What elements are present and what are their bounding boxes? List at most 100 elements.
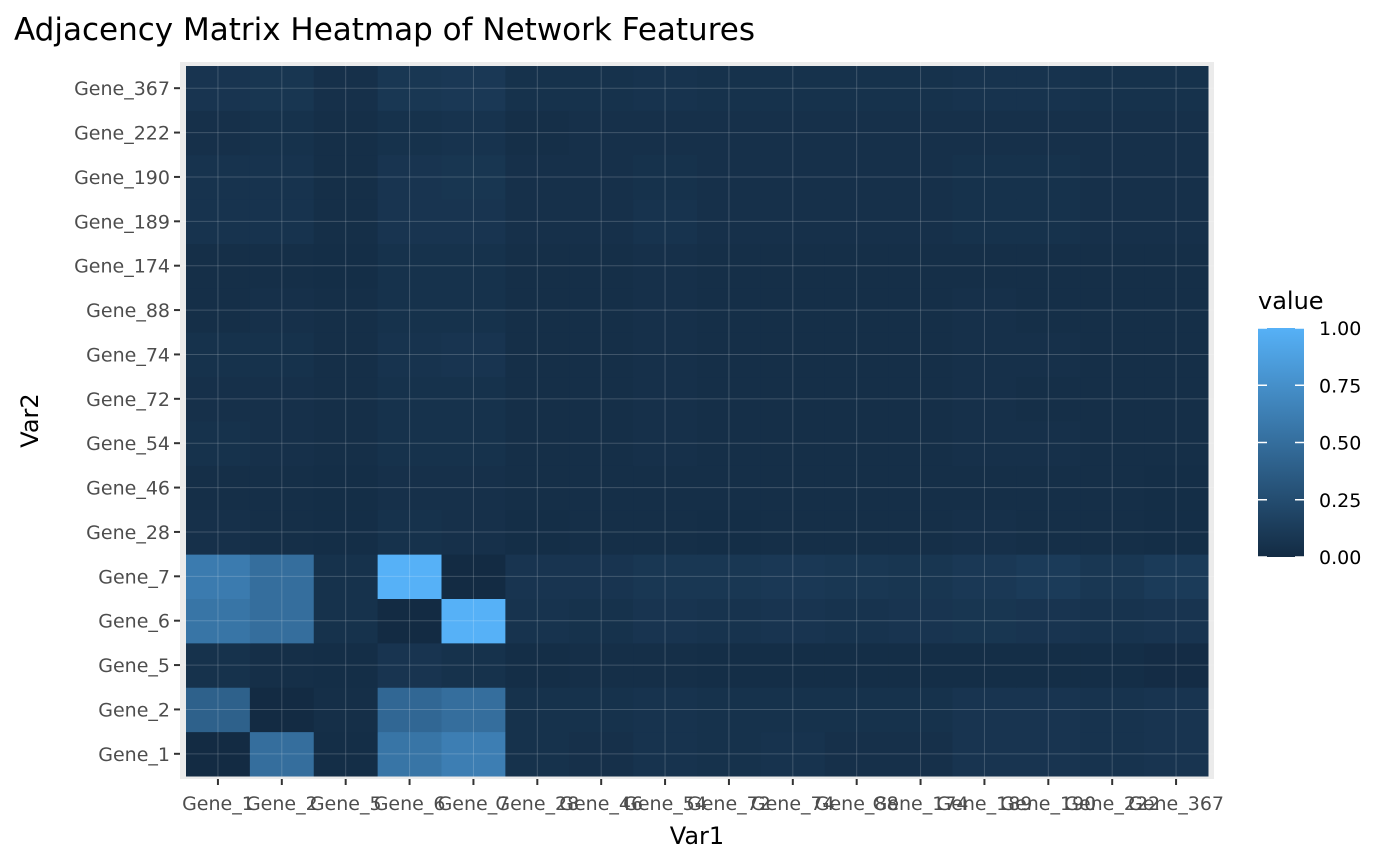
- heatmap-cell: [952, 66, 1017, 111]
- y-tick-label: Gene_190: [74, 167, 170, 189]
- heatmap-cell: [1144, 509, 1209, 555]
- heatmap-cell: [952, 287, 1017, 333]
- legend-tick-label: 0.75: [1319, 375, 1361, 397]
- grid-lines: [180, 62, 1214, 779]
- heatmap-cell: [1080, 376, 1145, 422]
- heatmap-cell: [505, 421, 570, 466]
- heatmap-cell: [824, 287, 890, 333]
- heatmap-cell: [697, 243, 762, 289]
- heatmap-cell: [824, 465, 890, 511]
- heatmap-cell: [697, 465, 762, 511]
- heatmap-cell: [888, 554, 953, 599]
- legend-tick-label: 0.50: [1319, 433, 1361, 455]
- heatmap-cell: [249, 554, 315, 599]
- heatmap-cell: [1016, 509, 1081, 555]
- heatmap-cell: [441, 154, 506, 200]
- heatmap-cell: [505, 243, 570, 289]
- heatmap-cell: [824, 66, 890, 111]
- heatmap-cell: [186, 376, 251, 422]
- heatmap-cell: [888, 642, 953, 688]
- heatmap-cell: [952, 199, 1017, 244]
- heatmap-cell: [697, 332, 762, 378]
- heatmap-cell: [313, 554, 379, 599]
- heatmap-cell: [1144, 687, 1209, 733]
- heatmap-cell: [1016, 243, 1081, 289]
- heatmap-cell: [760, 332, 826, 378]
- heatmap-cell: [505, 154, 570, 200]
- heatmap-cell: [952, 376, 1017, 422]
- heatmap-cell: [249, 376, 315, 422]
- heatmap-cell: [952, 154, 1017, 200]
- heatmap-cell: [186, 154, 251, 200]
- heatmap-cell: [1080, 421, 1145, 466]
- heatmap-cell: [888, 509, 953, 555]
- heatmap-cell: [377, 642, 442, 688]
- heatmap-cell: [760, 731, 826, 777]
- heatmap-cell: [824, 243, 890, 289]
- heatmap-cell: [697, 642, 762, 688]
- heatmap-cell: [569, 598, 634, 644]
- y-tick-label: Gene_46: [86, 478, 170, 500]
- heatmap-cell: [1016, 110, 1081, 156]
- heatmap-cell: [249, 509, 315, 555]
- heatmap-cell: [313, 110, 379, 156]
- heatmap-cell: [888, 376, 953, 422]
- heatmap-cell: [441, 465, 506, 511]
- heatmap-cell: [952, 110, 1017, 156]
- heatmap-cell: [1016, 465, 1081, 511]
- heatmap-cell: [186, 287, 251, 333]
- heatmap-cell: [633, 110, 698, 156]
- heatmap-cell: [824, 332, 890, 378]
- heatmap-cell: [633, 66, 698, 111]
- x-tick-label: Gene_6: [374, 793, 446, 815]
- legend-tick-label: 1.00: [1319, 318, 1361, 340]
- heatmap-cell: [377, 332, 442, 378]
- heatmap-cell: [1080, 243, 1145, 289]
- heatmap-cell: [313, 687, 379, 733]
- heatmap-cell: [505, 687, 570, 733]
- heatmap-cell: [1016, 199, 1081, 244]
- heatmap-cell: [505, 66, 570, 111]
- heatmap-cell: [824, 376, 890, 422]
- heatmap-cell: [697, 509, 762, 555]
- legend-tick-label: 0.00: [1319, 547, 1361, 569]
- heatmap-cell: [505, 110, 570, 156]
- heatmap-cell: [441, 376, 506, 422]
- heatmap-cell: [249, 642, 315, 688]
- heatmap-cell: [952, 509, 1017, 555]
- heatmap-cell: [697, 554, 762, 599]
- heatmap-cell: [760, 642, 826, 688]
- heatmap-cell: [441, 421, 506, 466]
- heatmap-cell: [888, 110, 953, 156]
- heatmap-cell: [1080, 199, 1145, 244]
- heatmap-cell: [313, 731, 379, 777]
- heatmap-cell: [313, 243, 379, 289]
- heatmap-cell: [1080, 287, 1145, 333]
- heatmap-cell: [952, 465, 1017, 511]
- heatmap-cell: [1016, 376, 1081, 422]
- heatmap-cell: [1144, 731, 1209, 777]
- heatmap-cell: [1080, 154, 1145, 200]
- heatmap-cell: [1016, 154, 1081, 200]
- heatmap-cell: [1144, 199, 1209, 244]
- heatmap-cell: [505, 731, 570, 777]
- heatmap-cell: [952, 731, 1017, 777]
- y-tick-label: Gene_367: [74, 78, 170, 100]
- heatmap-cell: [505, 465, 570, 511]
- x-tick-label: Gene_88: [815, 793, 899, 815]
- heatmap-cell: [377, 554, 442, 599]
- heatmap-cell: [505, 199, 570, 244]
- heatmap-cell: [249, 598, 315, 644]
- heatmap-cell: [760, 199, 826, 244]
- x-tick-label: Gene_74: [751, 793, 835, 815]
- heatmap-cell: [1016, 687, 1081, 733]
- heatmap-cell: [377, 243, 442, 289]
- y-tick-label: Gene_5: [98, 655, 170, 677]
- x-tick-label: Gene_190: [1000, 793, 1096, 815]
- heatmap-cell: [1016, 66, 1081, 111]
- x-tick-label: Gene_1: [182, 793, 254, 815]
- heatmap-cell: [505, 332, 570, 378]
- heatmap-cell: [1080, 598, 1145, 644]
- heatmap-cell: [760, 598, 826, 644]
